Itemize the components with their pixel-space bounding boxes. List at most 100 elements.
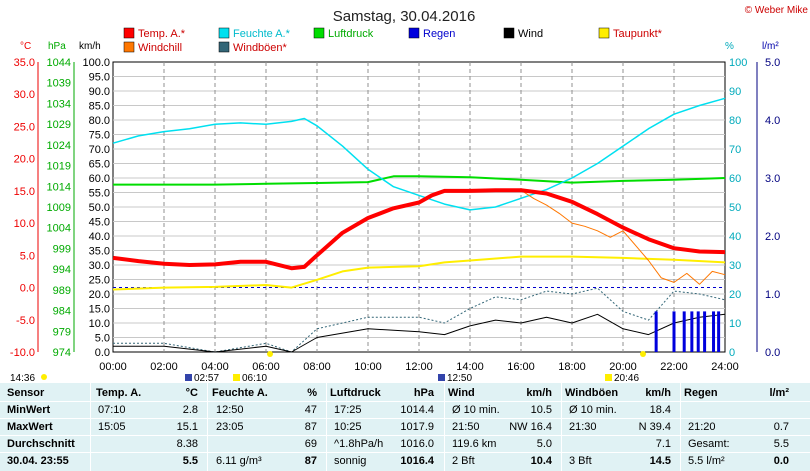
- column-separator: [561, 383, 562, 471]
- rain-bar: [703, 311, 707, 352]
- legend-label: Luftdruck: [328, 28, 374, 40]
- press-tick-label: 1009: [47, 202, 71, 214]
- cell-hum-value: 47: [304, 404, 317, 416]
- rain-bar: [696, 311, 700, 352]
- series-line-taupunkt: [112, 255, 726, 291]
- weather-chart: 35.030.025.020.015.010.05.00.0-5.0-10.01…: [10, 5, 809, 383]
- press-tick-label: 994: [53, 264, 71, 276]
- time-tick-label: 12:00: [405, 361, 433, 373]
- cell-press-value: 1014.4: [400, 404, 434, 416]
- cell-press-value: 1017.9: [400, 421, 434, 433]
- cell-temp-value: 8.38: [176, 438, 198, 450]
- hum-tick-label: 80: [729, 115, 741, 127]
- wind-tick-label: 0.0: [95, 347, 110, 359]
- legend-swatch: [313, 27, 325, 39]
- header-gust-unit: km/h: [645, 387, 671, 399]
- wind-tick-label: 55.0: [89, 188, 110, 200]
- unit-temp-label: °C: [20, 41, 31, 52]
- cell-gust-value: 14.5: [649, 455, 671, 467]
- temp-tick-label: 5.0: [20, 250, 35, 262]
- temp-tick-label: -5.0: [16, 315, 35, 327]
- column-separator: [207, 383, 208, 471]
- cell-press-time: 10:25: [334, 421, 362, 433]
- cell-press-time: ^1.8hPa/h: [334, 438, 384, 450]
- wind-tick-label: 20.0: [89, 289, 110, 301]
- wind-tick-label: 95.0: [89, 72, 110, 84]
- sun-marker-label: 06:10: [242, 373, 267, 383]
- cell-press-time: sonnig: [334, 455, 367, 467]
- wind-tick-label: 45.0: [89, 217, 110, 229]
- cell-press-value: 1016.0: [400, 438, 434, 450]
- temp-tick-label: 20.0: [14, 154, 35, 166]
- press-tick-label: 1004: [47, 223, 71, 235]
- header-press-unit: hPa: [413, 387, 434, 399]
- statistics-table: Sensor Temp. A. °C Feuchte A.% Luftdruck hPa W…: [0, 383, 810, 471]
- chart-title: Samstag, 30.04.2016: [333, 8, 476, 25]
- cell-press-time: 17:25: [334, 404, 362, 416]
- header-hum-unit: %: [307, 387, 317, 399]
- sun-icon: [267, 351, 273, 357]
- hum-tick-label: 10: [729, 318, 741, 330]
- cell-rain-time: Gesamt:: [688, 438, 730, 450]
- hum-tick-label: 30: [729, 260, 741, 272]
- cell-gust-value: 7.1: [655, 438, 671, 450]
- rain-tick-label: 4.0: [765, 115, 780, 127]
- copyright-label: © Weber Mike: [745, 5, 809, 16]
- sun-marker-icon: [605, 374, 612, 381]
- wind-tick-label: 100.0: [82, 57, 110, 69]
- row-separator: [0, 452, 810, 453]
- hum-tick-label: 20: [729, 289, 741, 301]
- cell-wind-time: 119.6 km: [452, 438, 497, 450]
- wind-tick-label: 25.0: [89, 275, 110, 287]
- cell-rain-value: 0.0: [773, 455, 789, 467]
- temp-tick-label: 10.0: [14, 218, 35, 230]
- cell-rain-value: 5.5: [773, 438, 789, 450]
- cell-hum-value: 87: [304, 421, 317, 433]
- hum-tick-label: 50: [729, 202, 741, 214]
- hum-tick-label: 70: [729, 144, 741, 156]
- series-line-windb-en: [113, 287, 726, 353]
- rain-bar: [717, 311, 721, 352]
- column-separator: [326, 383, 327, 471]
- rain-bar: [712, 311, 716, 352]
- legend-label: Wind: [518, 28, 543, 40]
- wind-tick-label: 10.0: [89, 318, 110, 330]
- hum-tick-label: 60: [729, 173, 741, 185]
- cell-gust-time: Ø 10 min.: [569, 404, 617, 416]
- series-line-feuchte-a: [112, 97, 726, 211]
- legend-label: Feuchte A.*: [233, 28, 291, 40]
- unit-rain-label: l/m²: [762, 41, 779, 52]
- rain-bar: [654, 311, 658, 352]
- wind-tick-label: 60.0: [89, 173, 110, 185]
- header-gust: Windböen: [565, 387, 619, 399]
- time-tick-label: 24:00: [711, 361, 739, 373]
- cell-gust-value: 18.4: [649, 404, 671, 416]
- rain-tick-label: 1.0: [765, 289, 780, 301]
- cell-gust-value: N 39.4: [638, 421, 671, 433]
- sun-icon: [41, 374, 47, 380]
- legend-label: Windchill: [138, 42, 182, 54]
- row-label: Durchschnitt: [7, 438, 75, 450]
- series-line-temp-a: [112, 188, 726, 271]
- press-tick-label: 1029: [47, 119, 71, 131]
- chart-axes: 35.0 30.0 25.0 20.0 15.0 10.0 5.0 0.0 -5.0 -10.0 1…: [10, 57, 780, 373]
- header-temp: Temp. A.: [96, 387, 142, 399]
- sun-marker-label: 12:50: [447, 373, 472, 383]
- rain-tick-label: 0.0: [765, 347, 780, 359]
- temp-tick-label: -10.0: [10, 347, 35, 359]
- cell-temp-time: 15:05: [98, 421, 126, 433]
- press-tick-label: 1019: [47, 161, 71, 173]
- wind-tick-label: 90.0: [89, 86, 110, 98]
- wind-tick-label: 35.0: [89, 246, 110, 258]
- time-tick-label: 06:00: [252, 361, 280, 373]
- sun-marker-label: 20:46: [614, 373, 639, 383]
- rain-bar: [672, 311, 676, 352]
- time-tick-label: 20:00: [609, 361, 637, 373]
- legend-label: Windböen*: [233, 42, 288, 54]
- rain-bar: [682, 311, 686, 352]
- series-line-luftdruck: [113, 175, 726, 186]
- rain-tick-label: 5.0: [765, 57, 780, 69]
- cell-hum-time: 12:50: [216, 404, 244, 416]
- hum-tick-label: 90: [729, 86, 741, 98]
- time-tick-label: 08:00: [303, 361, 331, 373]
